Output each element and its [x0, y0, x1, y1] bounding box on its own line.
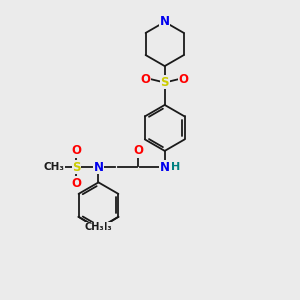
- Text: O: O: [71, 177, 81, 190]
- Text: N: N: [160, 160, 170, 174]
- Text: S: S: [72, 160, 81, 174]
- Text: N: N: [94, 160, 103, 174]
- Text: CH₃: CH₃: [44, 162, 65, 172]
- Text: H: H: [171, 162, 181, 172]
- Text: O: O: [179, 73, 189, 86]
- Text: N: N: [160, 15, 170, 28]
- Text: O: O: [71, 144, 81, 158]
- Text: O: O: [133, 144, 143, 158]
- Text: O: O: [141, 73, 151, 86]
- Text: CH₃: CH₃: [85, 222, 105, 232]
- Text: CH₃: CH₃: [92, 222, 112, 232]
- Text: S: S: [160, 76, 169, 89]
